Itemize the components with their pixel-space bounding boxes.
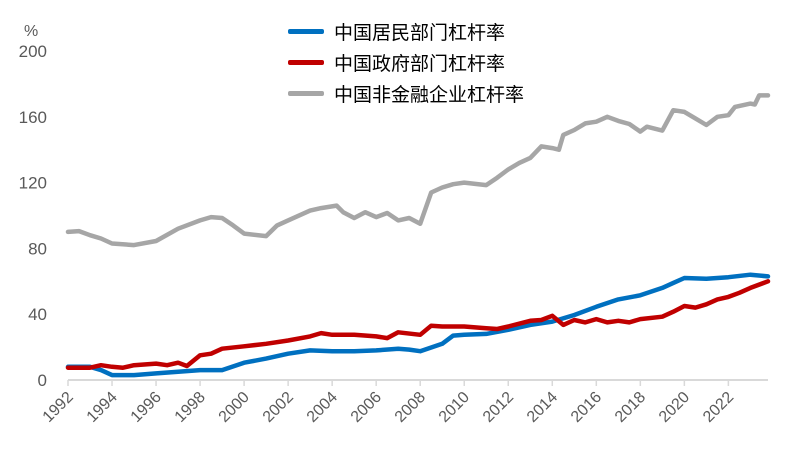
x-tick-label: 2012 xyxy=(480,389,517,426)
x-tick-label: 1992 xyxy=(40,389,77,426)
x-tick-label: 2016 xyxy=(568,389,605,426)
y-tick-label: 0 xyxy=(38,371,47,390)
government-leverage-line xyxy=(65,279,771,370)
x-tick-label: 1996 xyxy=(128,389,165,426)
x-tick-label: 2022 xyxy=(700,389,737,426)
x-tick-label: 2008 xyxy=(392,389,429,426)
legend: 中国居民部门杠杆率 中国政府部门杠杆率 中国非金融企业杠杆率 xyxy=(288,16,524,109)
y-tick-label: 120 xyxy=(19,174,47,193)
x-tick-label: 1998 xyxy=(172,389,209,426)
x-tick-label: 2000 xyxy=(216,389,253,426)
x-tick-label: 2002 xyxy=(260,389,297,426)
legend-label-corporate: 中国非金融企业杠杆率 xyxy=(334,84,525,106)
legend-label-household: 中国居民部门杠杆率 xyxy=(334,22,506,44)
corporate-leverage-line xyxy=(65,93,771,248)
x-tick-label: 2004 xyxy=(304,389,341,426)
x-tick-label: 2020 xyxy=(656,389,693,426)
x-tick-label: 2018 xyxy=(612,389,649,426)
legend-label-government: 中国政府部门杠杆率 xyxy=(334,53,506,75)
x-tick-label: 2010 xyxy=(436,389,473,426)
x-tick-label: 1994 xyxy=(84,389,121,426)
legend-item-government: 中国政府部门杠杆率 xyxy=(288,47,524,78)
x-tick-label: 2014 xyxy=(524,389,561,426)
household-leverage-line xyxy=(65,272,771,378)
legend-item-household: 中国居民部门杠杆率 xyxy=(288,16,524,47)
y-tick-label: 40 xyxy=(28,305,47,324)
legend-item-corporate: 中国非金融企业杠杆率 xyxy=(288,78,524,109)
legend-swatch-government xyxy=(288,60,324,65)
y-tick-label: 80 xyxy=(28,239,47,258)
y-axis-unit-label: % xyxy=(24,23,38,40)
y-tick-label: 200 xyxy=(19,42,47,61)
legend-swatch-corporate xyxy=(288,91,324,96)
y-tick-label: 160 xyxy=(19,108,47,127)
x-tick-label: 2006 xyxy=(348,389,385,426)
legend-swatch-household xyxy=(288,29,324,34)
